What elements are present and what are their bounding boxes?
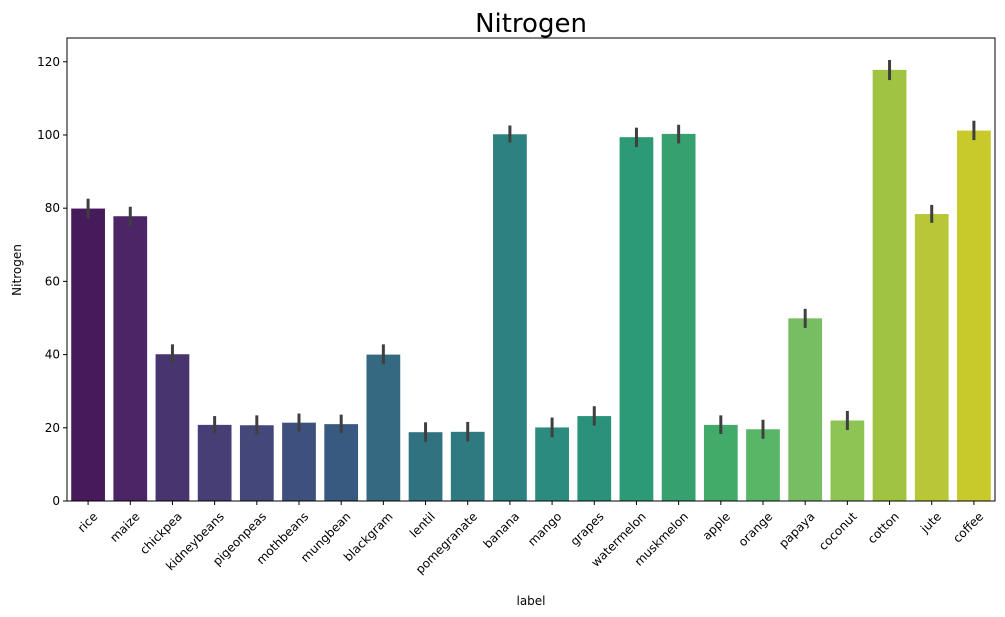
plot-frame — [66, 37, 996, 502]
bar-watermelon — [619, 137, 654, 501]
x-axis: rice maizechickpeakidneybeanspigeonpeasmo… — [75, 501, 986, 577]
x-tick-label-banana: banana — [481, 509, 523, 551]
bar-maize — [113, 216, 148, 501]
bar-kidneybeans — [197, 424, 232, 501]
y-tick-label-100: 100 — [37, 128, 60, 142]
bar-apple — [703, 424, 738, 501]
x-tick-label-coconut: coconut — [816, 509, 860, 553]
y-axis: 0 20 40 60 80 100 120 — [37, 55, 67, 508]
x-tick-label-grapes: grapes — [568, 509, 607, 548]
y-tick-label-80: 80 — [45, 201, 60, 215]
x-tick-label-maize: maize — [107, 509, 142, 544]
bar-blackgram — [366, 354, 401, 501]
y-axis-label: Nitrogen — [10, 244, 24, 296]
bar-mango — [535, 427, 569, 501]
x-tick-label-orange: orange — [736, 509, 776, 549]
bar-rice — [71, 208, 105, 501]
x-tick-label-cotton: cotton — [865, 509, 902, 546]
bars-group — [71, 69, 991, 502]
x-tick-label-lentil: lentil — [407, 509, 438, 540]
y-tick-label-20: 20 — [45, 421, 60, 435]
y-tick-label-60: 60 — [45, 274, 60, 288]
y-tick-label-120: 120 — [37, 55, 60, 69]
bar-grapes — [577, 416, 612, 501]
bar-muskmelon — [661, 133, 696, 501]
bar-pomegranate — [450, 431, 485, 501]
x-tick-label-papaya: papaya — [776, 509, 817, 550]
bar-pigeonpeas — [239, 425, 274, 501]
x-tick-label-coffee: coffee — [950, 509, 986, 545]
chart-title: Nitrogen — [475, 9, 587, 39]
bar-chickpea — [155, 354, 190, 501]
x-tick-label-mango: mango — [525, 509, 564, 548]
bar-cotton — [872, 69, 907, 502]
bar-orange — [746, 429, 780, 501]
bar-papaya — [788, 318, 823, 501]
x-tick-label-jute: jute — [917, 509, 944, 536]
bar-coconut — [830, 420, 865, 501]
bar-jute — [914, 214, 949, 501]
x-tick-label-rice: rice — [75, 509, 101, 535]
bar-coffee — [957, 130, 991, 501]
y-tick-label-40: 40 — [45, 348, 60, 362]
x-tick-label-apple: apple — [700, 509, 733, 542]
x-axis-label: label — [516, 594, 545, 608]
y-tick-label-0: 0 — [52, 494, 60, 508]
bar-lentil — [408, 432, 443, 501]
bar-mungbean — [324, 424, 359, 501]
bar-mothbeans — [282, 422, 316, 501]
bar-banana — [493, 134, 527, 502]
error-bars-group — [86, 59, 976, 442]
